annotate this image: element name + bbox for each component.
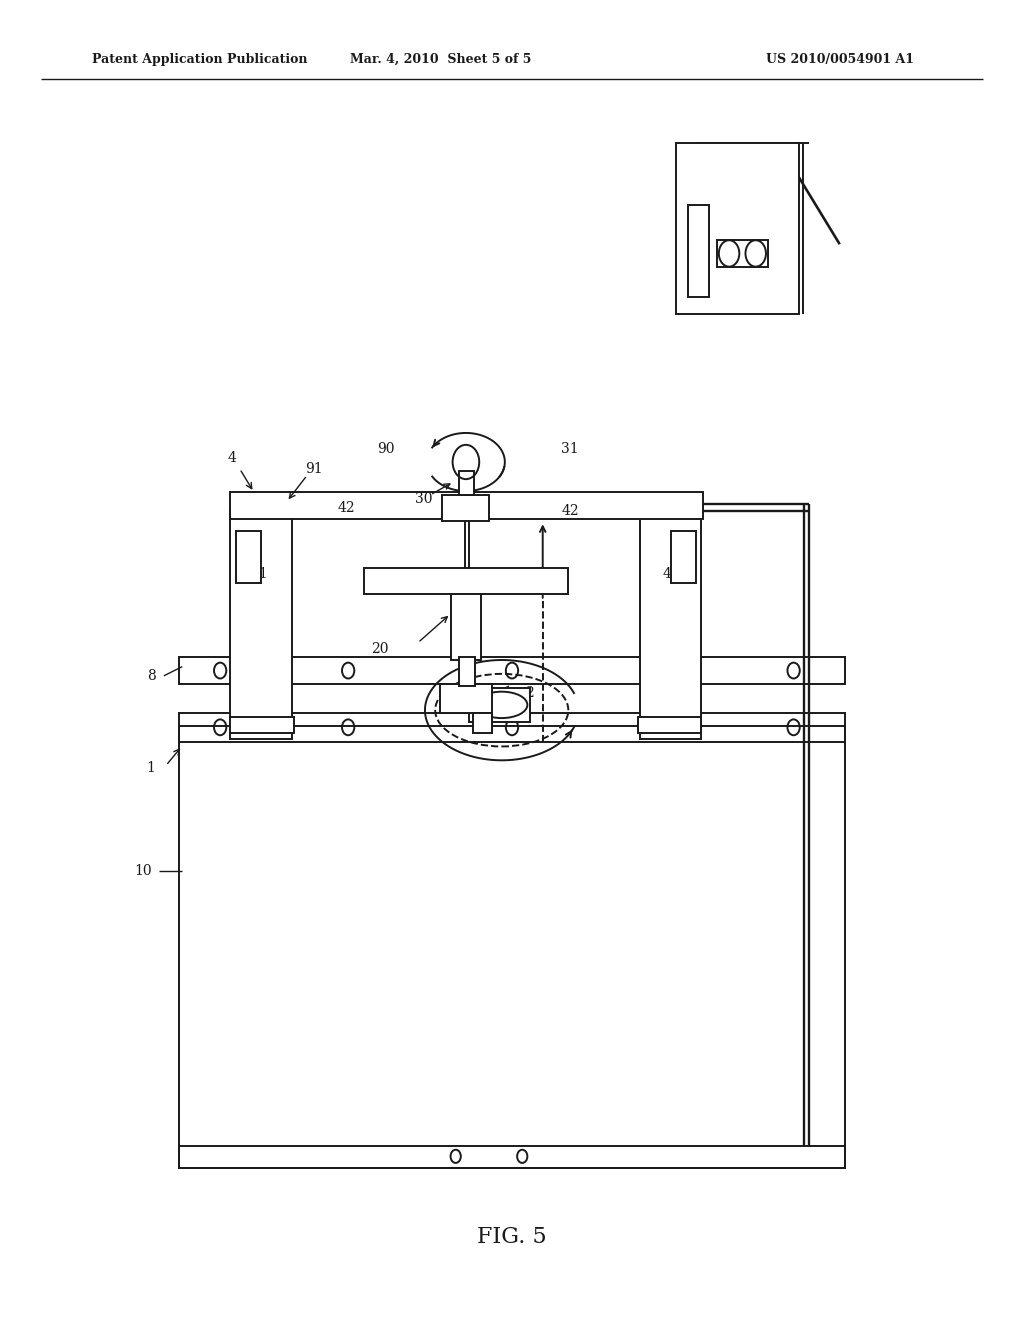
Bar bbox=[451, 594, 481, 660]
Text: 90: 90 bbox=[377, 442, 394, 455]
Bar bbox=[469, 688, 530, 722]
Text: 41: 41 bbox=[251, 568, 268, 581]
Bar bbox=[459, 657, 475, 686]
Bar bbox=[638, 717, 701, 733]
Text: 8: 8 bbox=[146, 669, 156, 682]
Bar bbox=[236, 531, 261, 583]
Ellipse shape bbox=[476, 692, 527, 718]
Bar bbox=[230, 717, 294, 733]
Text: 31: 31 bbox=[561, 442, 579, 455]
Text: 20: 20 bbox=[371, 643, 388, 656]
Bar bbox=[717, 240, 768, 267]
Bar bbox=[364, 568, 568, 594]
Text: 10: 10 bbox=[134, 865, 152, 878]
Bar bbox=[179, 1146, 845, 1168]
Text: 5: 5 bbox=[748, 145, 757, 158]
Text: 91: 91 bbox=[305, 462, 323, 475]
Bar bbox=[640, 508, 701, 739]
Text: Mar. 4, 2010  Sheet 5 of 5: Mar. 4, 2010 Sheet 5 of 5 bbox=[349, 53, 531, 66]
Text: Patent Application Publication: Patent Application Publication bbox=[92, 53, 307, 66]
Bar bbox=[442, 495, 489, 521]
Text: 30: 30 bbox=[415, 492, 432, 506]
Bar bbox=[676, 143, 799, 314]
Bar bbox=[230, 508, 292, 739]
Bar bbox=[688, 205, 709, 297]
Bar bbox=[459, 471, 474, 495]
Bar bbox=[179, 657, 845, 684]
Text: 2: 2 bbox=[525, 686, 535, 700]
Text: 42: 42 bbox=[561, 504, 579, 517]
Bar bbox=[179, 726, 845, 1168]
Bar bbox=[671, 531, 696, 583]
Bar bbox=[179, 713, 845, 742]
Bar bbox=[440, 684, 492, 713]
Text: US 2010/0054901 A1: US 2010/0054901 A1 bbox=[766, 53, 913, 66]
Bar bbox=[473, 713, 492, 733]
Text: 41: 41 bbox=[663, 568, 680, 581]
Text: 4: 4 bbox=[227, 451, 237, 465]
Text: FIG. 5: FIG. 5 bbox=[477, 1226, 547, 1247]
Bar bbox=[230, 492, 703, 519]
Text: 42: 42 bbox=[338, 502, 355, 515]
Text: 1: 1 bbox=[146, 762, 156, 775]
